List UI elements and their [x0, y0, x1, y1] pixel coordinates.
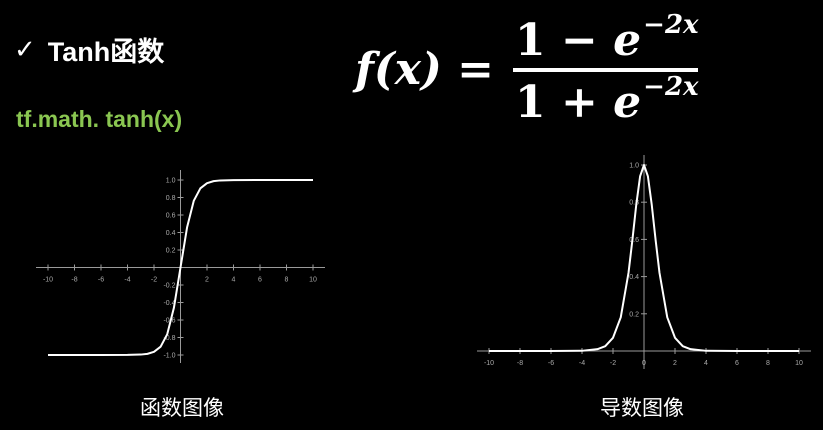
x-tick-label: -4: [579, 360, 585, 367]
x-tick-label: 10: [309, 277, 317, 284]
y-tick-label: 0.6: [166, 213, 176, 220]
denominator-const: 1: [515, 77, 546, 128]
y-tick-label: -0.8: [163, 335, 175, 342]
numerator-const: 1: [515, 15, 546, 66]
x-tick-label: 6: [258, 277, 262, 284]
y-tick-label: 0.4: [629, 274, 639, 281]
tanh-function-caption: 函数图像: [140, 396, 224, 420]
x-tick-label: 2: [205, 277, 209, 284]
curve-line: [48, 179, 313, 356]
denominator-exponent: −2x: [643, 72, 699, 102]
y-tick-label: 0.2: [629, 311, 639, 318]
check-icon: ✓: [14, 34, 36, 65]
x-tick-label: -6: [548, 360, 554, 367]
y-tick-label: -1.0: [163, 353, 175, 360]
curve-line: [489, 164, 799, 352]
tanh-derivative-chart: -10 -8 -6 -4 -2 0 2 4 6 8 10 1.0 0.8 0.6 0.4 0.2: [470, 155, 811, 370]
slide-title: ✓ Tanh函数: [14, 30, 164, 69]
formula-lhs: f(x) =: [355, 44, 494, 95]
y-tick-label: 1.0: [166, 178, 176, 185]
tanh-derivative-plot: -10 -8 -6 -4 -2 0 2 4 6 8 10 1.0 0.8 0.6 0.4 0.2: [477, 155, 811, 369]
fraction-bar: [513, 68, 698, 72]
y-tick-label: -0.6: [163, 318, 175, 325]
x-tick-label: 2: [673, 360, 677, 367]
formula-numerator: 1 − e−2x: [515, 10, 699, 66]
x-tick-label: -6: [98, 277, 104, 284]
x-tick-label: -10: [484, 360, 494, 367]
x-tick-label: 8: [285, 277, 289, 284]
denominator-op: +: [560, 77, 598, 128]
y-tick-label: 1.0: [629, 163, 639, 170]
tanh-function-chart: -10 -8 -6 -4 -2 2 4 6 8 10 1.0 0.8 0.6 0.4 0.2 -0.2 -0.4…: [30, 170, 330, 365]
numerator-op: −: [560, 15, 598, 66]
tanh-derivative-caption: 导数图像: [600, 396, 684, 420]
code-label: tf.math. tanh(x): [16, 106, 183, 132]
x-tick-label: -2: [151, 277, 157, 284]
x-tick-label: 6: [735, 360, 739, 367]
x-tick-label: -4: [124, 277, 130, 284]
y-tick-label: 0.8: [629, 200, 639, 207]
x-tick-label: 0: [642, 360, 646, 367]
title-text: Tanh函数: [47, 37, 165, 67]
y-tick-label: -0.2: [163, 283, 175, 290]
x-tick-label: 10: [795, 360, 803, 367]
numerator-exponent: −2x: [643, 10, 699, 40]
x-tick-label: -8: [517, 360, 523, 367]
formula-denominator: 1 + e−2x: [515, 72, 699, 128]
x-tick-label: -10: [43, 277, 53, 284]
tanh-formula: f(x) = 1 − e−2x 1 + e−2x: [355, 10, 705, 128]
x-tick-label: -8: [71, 277, 77, 284]
y-tick-label: 0.2: [166, 248, 176, 255]
y-tick-label: 0.4: [166, 230, 176, 237]
y-tick-label: -0.4: [163, 300, 175, 307]
numerator-base: e: [613, 15, 642, 66]
x-tick-label: 4: [232, 277, 236, 284]
y-tick-label: 0.8: [166, 195, 176, 202]
denominator-base: e: [613, 77, 642, 128]
x-tick-label: 8: [766, 360, 770, 367]
y-tick-label: 0.6: [629, 237, 639, 244]
x-tick-label: 4: [704, 360, 708, 367]
tanh-function-plot: -10 -8 -6 -4 -2 2 4 6 8 10 1.0 0.8 0.6 0.4 0.2 -0.2 -0.4…: [36, 170, 325, 363]
x-tick-label: -2: [610, 360, 616, 367]
